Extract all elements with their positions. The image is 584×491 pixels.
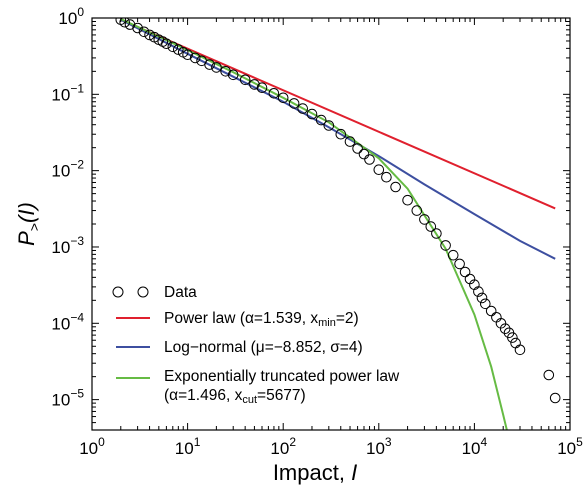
data-point xyxy=(499,323,511,335)
data-point xyxy=(364,154,375,165)
x-tick-label: 102 xyxy=(270,435,296,458)
data-point xyxy=(138,26,150,38)
legend-label-data: Data xyxy=(164,284,197,301)
data-point xyxy=(144,29,155,41)
data-point xyxy=(459,266,471,278)
data-point xyxy=(335,128,347,140)
data-point xyxy=(132,22,143,34)
x-tick-label: 105 xyxy=(557,435,583,458)
data-point xyxy=(373,164,385,175)
legend-label-log-normal: Log−normal (μ=−8.852, σ=4) xyxy=(164,339,363,356)
data-point xyxy=(419,214,430,225)
data-point xyxy=(447,249,459,261)
data-point xyxy=(514,344,526,356)
data-point xyxy=(411,205,423,216)
y-tick-label: 10−5 xyxy=(51,387,84,410)
data-point xyxy=(476,292,488,304)
data-point xyxy=(485,305,497,317)
x-tick-label: 101 xyxy=(175,435,201,458)
legend-label-truncated: Exponentially truncated power law xyxy=(164,368,400,385)
data-point xyxy=(182,49,193,61)
data-point xyxy=(473,286,484,297)
data-point xyxy=(306,108,318,120)
data-point xyxy=(440,240,451,251)
data-point xyxy=(358,148,370,160)
data-point xyxy=(189,52,201,64)
y-tick-label: 10−4 xyxy=(51,310,84,333)
x-tick-label: 103 xyxy=(366,435,392,458)
data-point xyxy=(402,194,413,206)
y-tick-label: 10−3 xyxy=(51,234,84,257)
legend-marker-data-1 xyxy=(112,286,124,298)
series-line-2 xyxy=(120,18,556,260)
data-point xyxy=(549,392,561,404)
data-point xyxy=(381,171,392,183)
data-point xyxy=(268,88,280,99)
legend-label-truncated-params: (α=1.496, xcut=5677) xyxy=(164,387,306,406)
tick-layer: 100 101 102 103 104 105 100 10−1 10−2 10−3 10−4 10−… xyxy=(51,5,583,458)
x-tick-label: 104 xyxy=(462,435,488,458)
x-tick-label: 100 xyxy=(79,435,105,458)
data-point xyxy=(211,62,222,73)
data-point xyxy=(167,41,179,53)
data-point xyxy=(239,74,251,86)
y-tick-label: 10−2 xyxy=(51,158,84,181)
data-point xyxy=(507,332,518,343)
y-axis-label: P>(I) xyxy=(14,202,42,246)
legend-marker-data-2 xyxy=(137,286,149,298)
data-point xyxy=(491,312,502,323)
data-point xyxy=(277,92,289,104)
y-tick-label: 10−1 xyxy=(51,81,84,104)
data-point xyxy=(390,181,401,193)
data-point xyxy=(297,103,309,114)
data-point xyxy=(323,120,335,131)
data-point xyxy=(204,59,215,70)
data-point xyxy=(425,221,437,232)
series-line-3 xyxy=(120,18,508,430)
series-layer xyxy=(115,18,561,430)
y-tick-label: 100 xyxy=(58,5,84,28)
data-point xyxy=(352,143,363,154)
data-point xyxy=(495,318,507,329)
data-point xyxy=(543,369,555,381)
data-point xyxy=(344,136,356,147)
data-point xyxy=(510,337,521,349)
x-axis-label: Impact, I xyxy=(273,460,357,485)
data-point xyxy=(161,38,172,50)
legend-label-power-law: Power law (α=1.539, xmin=2) xyxy=(164,310,359,329)
series-line-1 xyxy=(120,18,556,210)
data-point xyxy=(173,44,184,55)
data-point xyxy=(256,82,268,93)
data-point xyxy=(119,18,130,28)
data-point xyxy=(315,114,327,126)
legend: Data Power law (α=1.539, xmin=2) Log−nor… xyxy=(112,284,400,406)
data-point xyxy=(480,298,491,310)
data-point xyxy=(454,258,465,270)
data-point xyxy=(431,228,442,239)
data-point xyxy=(288,98,300,109)
data-point xyxy=(227,69,239,81)
